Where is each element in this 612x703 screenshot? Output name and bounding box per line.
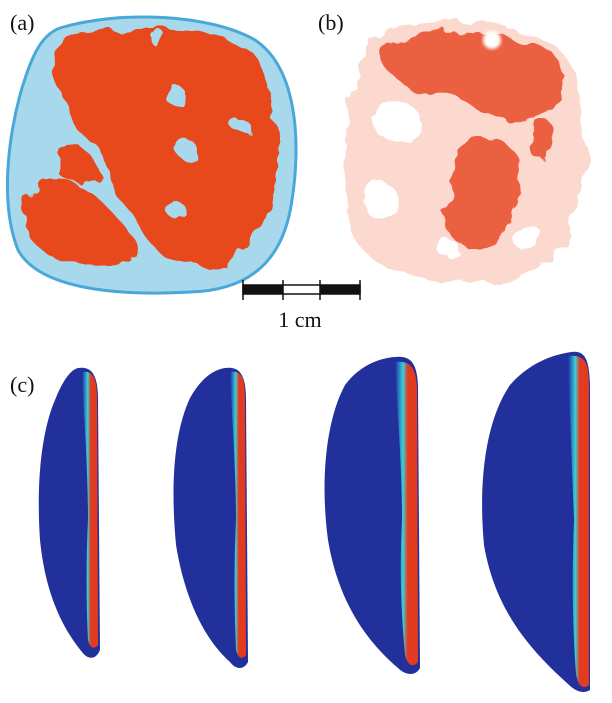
scale-bar-label: 1 cm (278, 307, 321, 332)
page: (a) (b) 1 cm (c) (0, 0, 612, 698)
panel-a-image (7, 17, 296, 293)
panel-label: (b) (318, 10, 344, 35)
panel-label: (c) (10, 372, 34, 397)
panel-c-image (39, 352, 590, 692)
scale-bar (243, 280, 360, 300)
panel-label: (a) (10, 10, 34, 35)
panel-b-image (345, 21, 585, 282)
figure: (a) (b) 1 cm (c) (0, 0, 612, 698)
